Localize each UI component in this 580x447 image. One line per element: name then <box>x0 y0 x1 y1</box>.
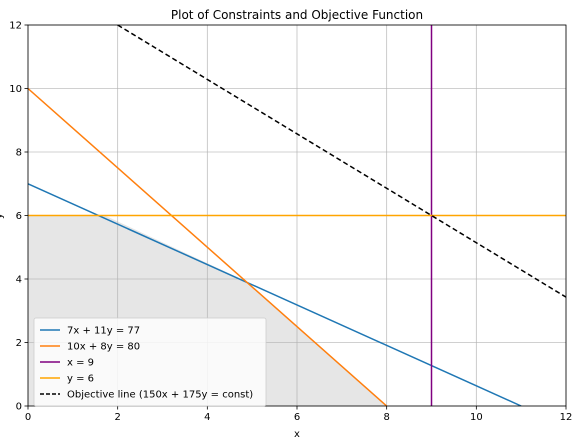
y-tick-label-6: 12 <box>9 21 22 32</box>
legend-label-4: Objective line (150x + 175y = const) <box>67 390 253 401</box>
x-axis-label: x <box>294 429 300 440</box>
y-tick-label-5: 10 <box>9 84 22 95</box>
x-tick-label-3: 6 <box>294 412 300 423</box>
x-tick-label-2: 4 <box>204 412 210 423</box>
series-line-0 <box>28 183 522 406</box>
y-tick-label-0: 0 <box>16 402 22 413</box>
x-tick-label-5: 10 <box>470 412 483 423</box>
y-tick-label-4: 8 <box>16 148 22 159</box>
legend-label-3: y = 6 <box>67 374 94 385</box>
x-tick-label-0: 0 <box>25 412 31 423</box>
x-tick-label-1: 2 <box>114 412 120 423</box>
chart-title: Plot of Constraints and Objective Functi… <box>171 8 423 22</box>
legend-label-2: x = 9 <box>67 358 94 369</box>
y-tick-label-1: 2 <box>16 338 22 349</box>
series-lines <box>28 25 566 406</box>
x-tick-label-6: 12 <box>560 412 573 423</box>
y-axis-label: y <box>0 213 5 219</box>
y-tick-label-2: 4 <box>16 275 22 286</box>
legend-label-0: 7x + 11y = 77 <box>67 326 140 337</box>
legend-box <box>33 317 267 407</box>
y-tick-label-3: 6 <box>16 211 22 222</box>
x-tick-label-4: 8 <box>383 412 389 423</box>
legend-label-1: 10x + 8y = 80 <box>67 342 140 353</box>
legend: 7x + 11y = 77 10x + 8y = 80 x = 9 y = 6 Obje… <box>33 317 267 407</box>
series-line-1 <box>28 87 388 406</box>
